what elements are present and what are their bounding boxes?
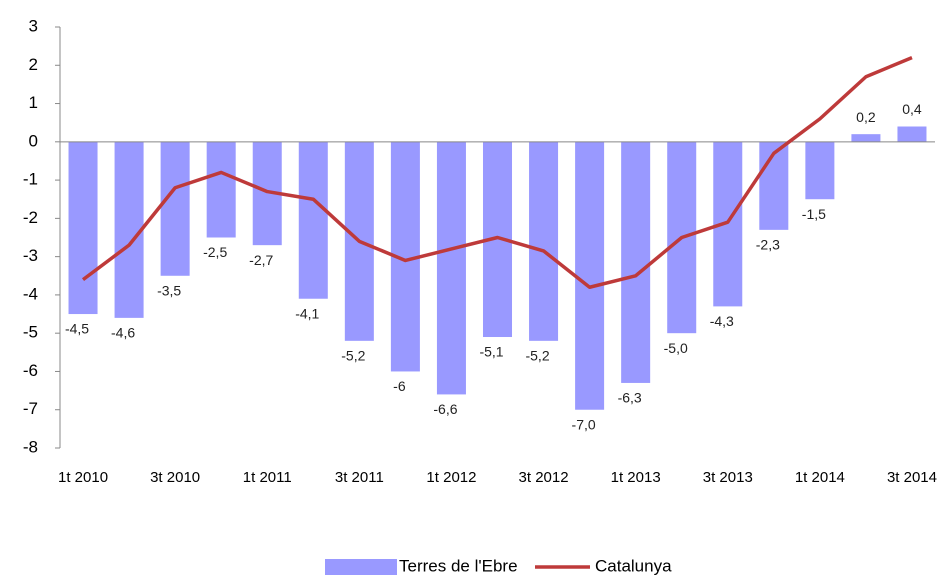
y-tick-label: -6 (23, 361, 38, 380)
bar (851, 134, 881, 142)
bar (897, 126, 927, 142)
bar (759, 141, 789, 230)
value-label: -4,3 (710, 313, 734, 329)
y-tick-label: 1 (29, 93, 38, 112)
bar (621, 141, 651, 383)
legend-label: Catalunya (595, 556, 672, 575)
x-tick-label: 1t 2014 (795, 469, 845, 486)
value-label: -1,5 (802, 206, 826, 222)
value-label: -7,0 (572, 416, 596, 432)
y-tick-label: 0 (29, 131, 38, 150)
x-tick-label: 1t 2012 (426, 469, 476, 486)
bar (206, 141, 236, 238)
x-tick-label: 3t 2014 (887, 469, 937, 486)
bar (298, 141, 328, 299)
bar (575, 141, 605, 410)
bar (529, 141, 559, 341)
y-tick-label: 2 (29, 55, 38, 74)
value-label: -3,5 (157, 282, 181, 298)
value-label: -2,5 (203, 244, 227, 260)
x-tick-label: 1t 2013 (611, 469, 661, 486)
y-tick-label: -5 (23, 323, 38, 342)
legend-swatch (325, 559, 397, 575)
value-label: -4,6 (111, 325, 135, 341)
bar (114, 141, 144, 318)
bar (160, 141, 190, 276)
value-label: -6 (393, 378, 406, 394)
bar (436, 141, 466, 395)
value-label: -5,1 (479, 344, 503, 360)
y-tick-label: -2 (23, 208, 38, 227)
value-label: -6,3 (618, 390, 642, 406)
y-tick-label: -8 (23, 437, 38, 456)
y-tick-label: 3 (29, 16, 38, 35)
value-label: -5,0 (664, 340, 688, 356)
value-label: -4,1 (295, 305, 319, 321)
x-tick-label: 3t 2012 (519, 469, 569, 486)
line (81, 56, 913, 290)
x-tick-label: 1t 2011 (243, 469, 292, 486)
x-tick-label: 3t 2011 (335, 469, 384, 486)
x-tick-label: 1t 2010 (58, 469, 108, 486)
value-label: 0,4 (902, 101, 922, 117)
value-label: -5,2 (525, 348, 549, 364)
value-label: -4,5 (65, 321, 89, 337)
value-label: -2,7 (249, 252, 273, 268)
y-tick-label: -7 (23, 399, 38, 418)
value-label: 0,2 (856, 109, 876, 125)
x-tick-label: 3t 2013 (703, 469, 753, 486)
bar (68, 141, 98, 315)
value-label: -6,6 (433, 401, 457, 417)
legend-label: Terres de l'Ebre (399, 556, 518, 575)
y-tick-label: -1 (23, 170, 38, 189)
bar (805, 141, 835, 200)
x-tick-label: 3t 2010 (150, 469, 200, 486)
y-tick-label: -3 (23, 246, 38, 265)
value-label: -5,2 (341, 348, 365, 364)
y-tick-label: -4 (23, 284, 38, 303)
value-label: -2,3 (756, 237, 780, 253)
